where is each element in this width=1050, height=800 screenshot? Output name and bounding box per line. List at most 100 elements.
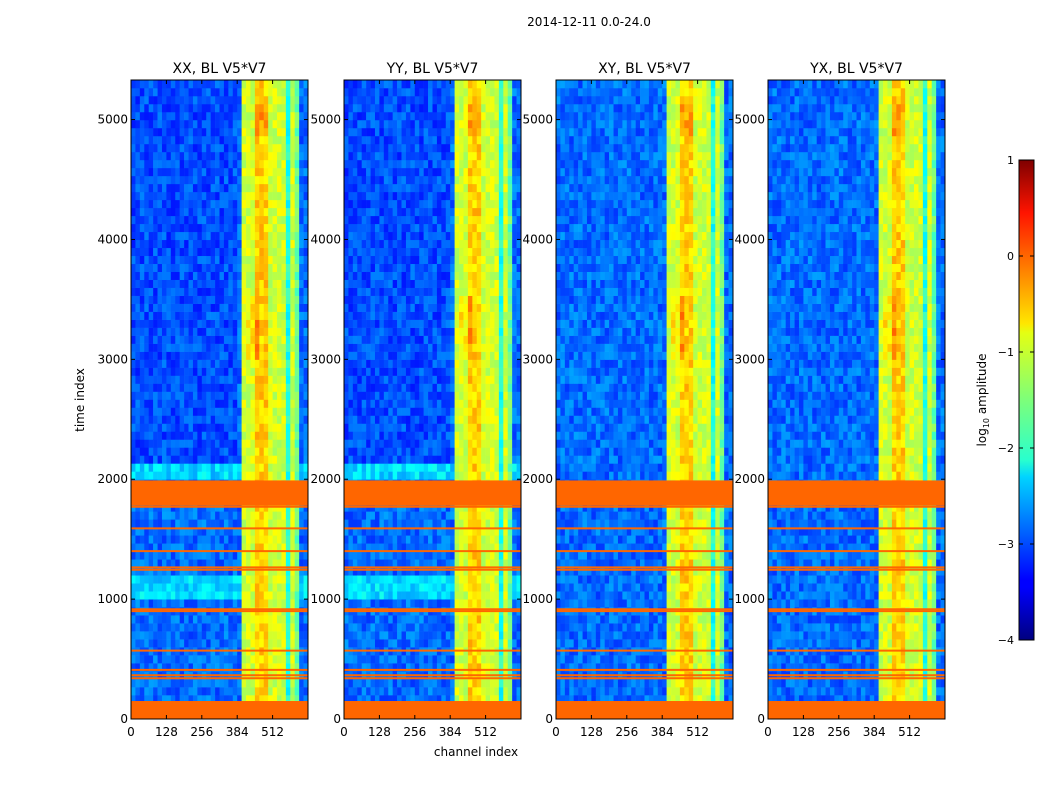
heatmap-cell xyxy=(370,175,376,185)
heatmap-cell xyxy=(188,663,194,672)
heatmap-cell xyxy=(357,391,362,400)
heatmap-cell xyxy=(153,319,158,328)
heatmap-cell xyxy=(170,263,176,272)
heatmap-cell xyxy=(157,295,163,304)
heatmap-cell xyxy=(184,223,189,233)
heatmap-cell xyxy=(148,87,154,97)
heatmap-cell xyxy=(344,87,349,97)
heatmap-cell xyxy=(436,199,442,209)
heatmap-cell xyxy=(370,327,376,336)
heatmap-cell xyxy=(166,111,172,121)
heatmap-cell xyxy=(223,559,229,568)
heatmap-cell xyxy=(188,375,194,384)
heatmap-cell xyxy=(184,303,189,312)
heatmap-cell xyxy=(241,167,247,177)
heatmap-cell xyxy=(175,639,180,648)
heatmap-cell xyxy=(299,295,304,304)
heatmap-cell xyxy=(410,359,416,368)
heatmap-cell xyxy=(392,623,398,632)
heatmap-cell xyxy=(157,167,163,177)
heatmap-cell xyxy=(192,183,198,193)
heatmap-cell xyxy=(135,263,141,272)
heatmap-cell xyxy=(135,327,141,336)
heatmap-cell xyxy=(281,567,287,576)
heatmap-cell xyxy=(228,375,234,384)
heatmap-cell xyxy=(383,231,389,241)
heatmap-cell xyxy=(201,639,207,648)
heatmap-cell xyxy=(397,455,402,464)
heatmap-cell xyxy=(397,175,402,185)
heatmap-cell xyxy=(223,287,229,296)
heatmap-cell xyxy=(250,463,256,472)
heatmap-cell xyxy=(401,191,407,201)
heatmap-cell xyxy=(366,535,371,544)
heatmap-cell xyxy=(148,567,154,576)
heatmap-cell xyxy=(344,239,349,249)
heatmap-cell xyxy=(175,191,180,201)
heatmap-cell xyxy=(383,343,389,352)
heatmap-cell xyxy=(153,80,158,89)
heatmap-cell xyxy=(179,191,185,201)
heatmap-cell xyxy=(148,311,154,320)
heatmap-cell xyxy=(144,391,149,400)
heatmap-cell xyxy=(370,591,376,600)
heatmap-cell xyxy=(277,543,282,552)
heatmap-cell xyxy=(188,279,194,288)
heatmap-cell xyxy=(144,423,149,432)
heatmap-cell xyxy=(223,207,229,217)
heatmap-cell xyxy=(157,151,163,161)
heatmap-cell xyxy=(397,679,402,688)
heatmap-cell xyxy=(219,463,225,472)
heatmap-cell xyxy=(175,383,180,392)
heatmap-cell xyxy=(157,199,163,209)
heatmap-cell xyxy=(344,431,349,440)
heatmap-cell xyxy=(228,343,234,352)
heatmap-cell xyxy=(232,95,238,105)
heatmap-cell xyxy=(277,527,282,536)
heatmap-cell xyxy=(232,399,238,408)
heatmap-cell xyxy=(303,343,309,352)
heatmap-cell xyxy=(228,135,234,145)
heatmap-cell xyxy=(197,159,203,169)
heatmap-cell xyxy=(405,583,411,592)
heatmap-cell xyxy=(303,119,309,129)
heatmap-cell xyxy=(197,271,203,280)
heatmap-cell xyxy=(206,127,211,137)
heatmap-cell xyxy=(428,431,433,440)
heatmap-cell xyxy=(392,439,398,448)
heatmap-cell xyxy=(294,255,300,265)
heatmap-cell xyxy=(246,231,251,241)
heatmap-cell xyxy=(392,535,398,544)
heatmap-cell xyxy=(352,311,358,320)
heatmap-cell xyxy=(175,575,180,584)
heatmap-cell xyxy=(148,535,154,544)
heatmap-cell xyxy=(277,423,282,432)
heatmap-cell xyxy=(184,439,189,448)
heatmap-cell xyxy=(175,423,180,432)
heatmap-cell xyxy=(161,263,167,272)
heatmap-cell xyxy=(277,583,282,592)
heatmap-cell xyxy=(397,631,402,640)
heatmap-cell xyxy=(268,143,273,153)
heatmap-cell xyxy=(290,631,296,640)
heatmap-cell xyxy=(383,247,389,257)
heatmap-cell xyxy=(179,639,185,648)
heatmap-cell xyxy=(281,527,287,536)
heatmap-cell xyxy=(383,80,389,89)
heatmap-cell xyxy=(383,407,389,416)
heatmap-cell xyxy=(361,287,367,296)
heatmap-cell xyxy=(366,639,371,648)
heatmap-cell xyxy=(192,143,198,153)
heatmap-cell xyxy=(272,591,278,600)
heatmap-cell xyxy=(250,583,256,592)
heatmap-cell xyxy=(388,80,393,89)
heatmap-cell xyxy=(139,359,145,368)
heatmap-cell xyxy=(436,631,442,640)
heatmap-cell xyxy=(344,591,349,600)
heatmap-cell xyxy=(428,263,433,272)
heatmap-cell xyxy=(157,95,163,105)
heatmap-cell xyxy=(419,471,424,480)
heatmap-cell xyxy=(201,407,207,416)
heatmap-cell xyxy=(344,327,349,336)
heatmap-cell xyxy=(414,335,420,344)
